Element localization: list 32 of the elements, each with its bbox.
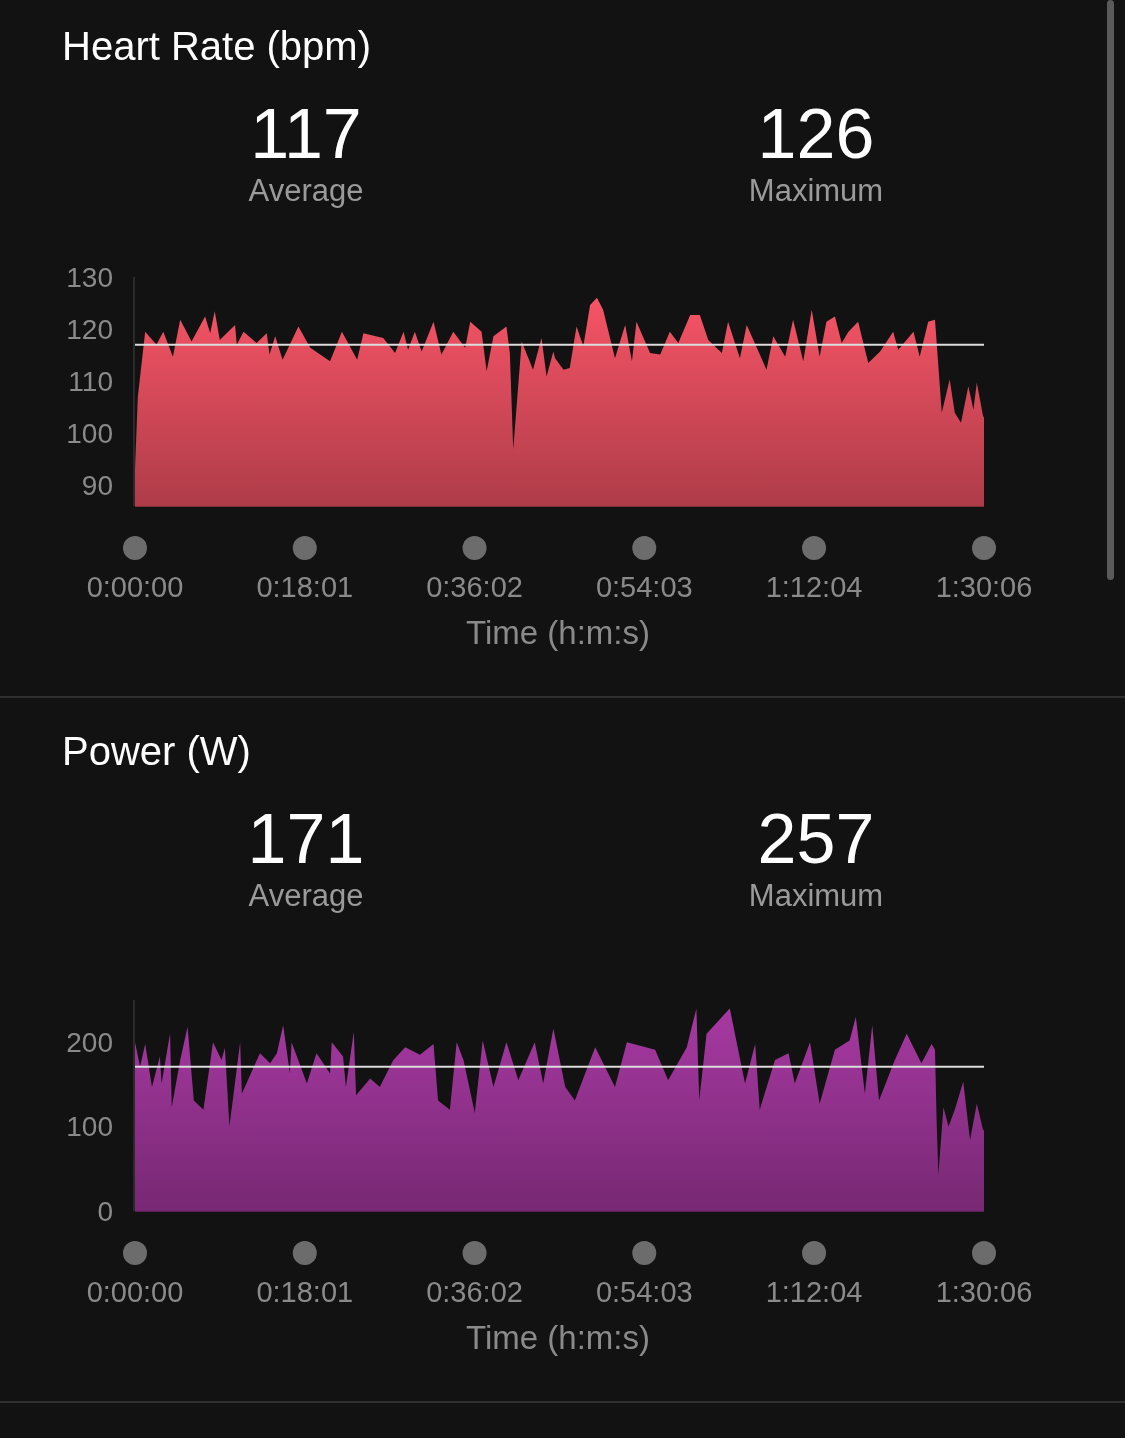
text: Maximum bbox=[748, 878, 884, 913]
x-tick-label: 0:36:02 bbox=[426, 571, 523, 603]
x-axis-title: Time (h:m:s) bbox=[466, 614, 650, 651]
x-tick-label: 0:54:03 bbox=[595, 1276, 693, 1308]
chart-title: Heart Rate (bpm) bbox=[62, 24, 371, 68]
x-tick-label: 0:18:01 bbox=[256, 1276, 354, 1308]
x-tick-label: 0:00:00 bbox=[86, 1276, 184, 1308]
x-axis-title: Time (h:m:s) bbox=[466, 1319, 650, 1356]
x-tick-label: 1:12:04 bbox=[765, 1276, 863, 1308]
text: Average bbox=[248, 173, 364, 208]
x-tick-label: 0:54:03 bbox=[595, 571, 693, 603]
y-tick-label: 130 bbox=[66, 261, 113, 293]
x-tick-label: 1:12:04 bbox=[765, 571, 863, 603]
text: Maximum bbox=[748, 173, 884, 208]
x-tick-label: 0:00:00 bbox=[86, 571, 184, 603]
x-tick-label: 0:18:01 bbox=[256, 571, 354, 603]
y-tick-label: 0 bbox=[97, 1195, 113, 1227]
text: 126 bbox=[757, 95, 875, 173]
x-tick-label: 1:30:06 bbox=[935, 571, 1033, 603]
y-tick-label: 120 bbox=[66, 313, 113, 345]
y-tick-label: 90 bbox=[81, 469, 113, 501]
y-tick-label: 100 bbox=[66, 1111, 113, 1143]
y-tick-label: 100 bbox=[66, 417, 113, 449]
chart-title: Power (W) bbox=[62, 729, 251, 773]
text: 171 bbox=[247, 800, 365, 878]
text: Average bbox=[248, 878, 364, 913]
text: 117 bbox=[250, 95, 362, 173]
x-tick-label: 0:36:02 bbox=[426, 1276, 523, 1308]
x-tick-label: 1:30:06 bbox=[935, 1276, 1033, 1308]
text: 257 bbox=[757, 800, 875, 878]
y-tick-label: 110 bbox=[68, 365, 113, 397]
y-tick-label: 200 bbox=[66, 1027, 113, 1058]
